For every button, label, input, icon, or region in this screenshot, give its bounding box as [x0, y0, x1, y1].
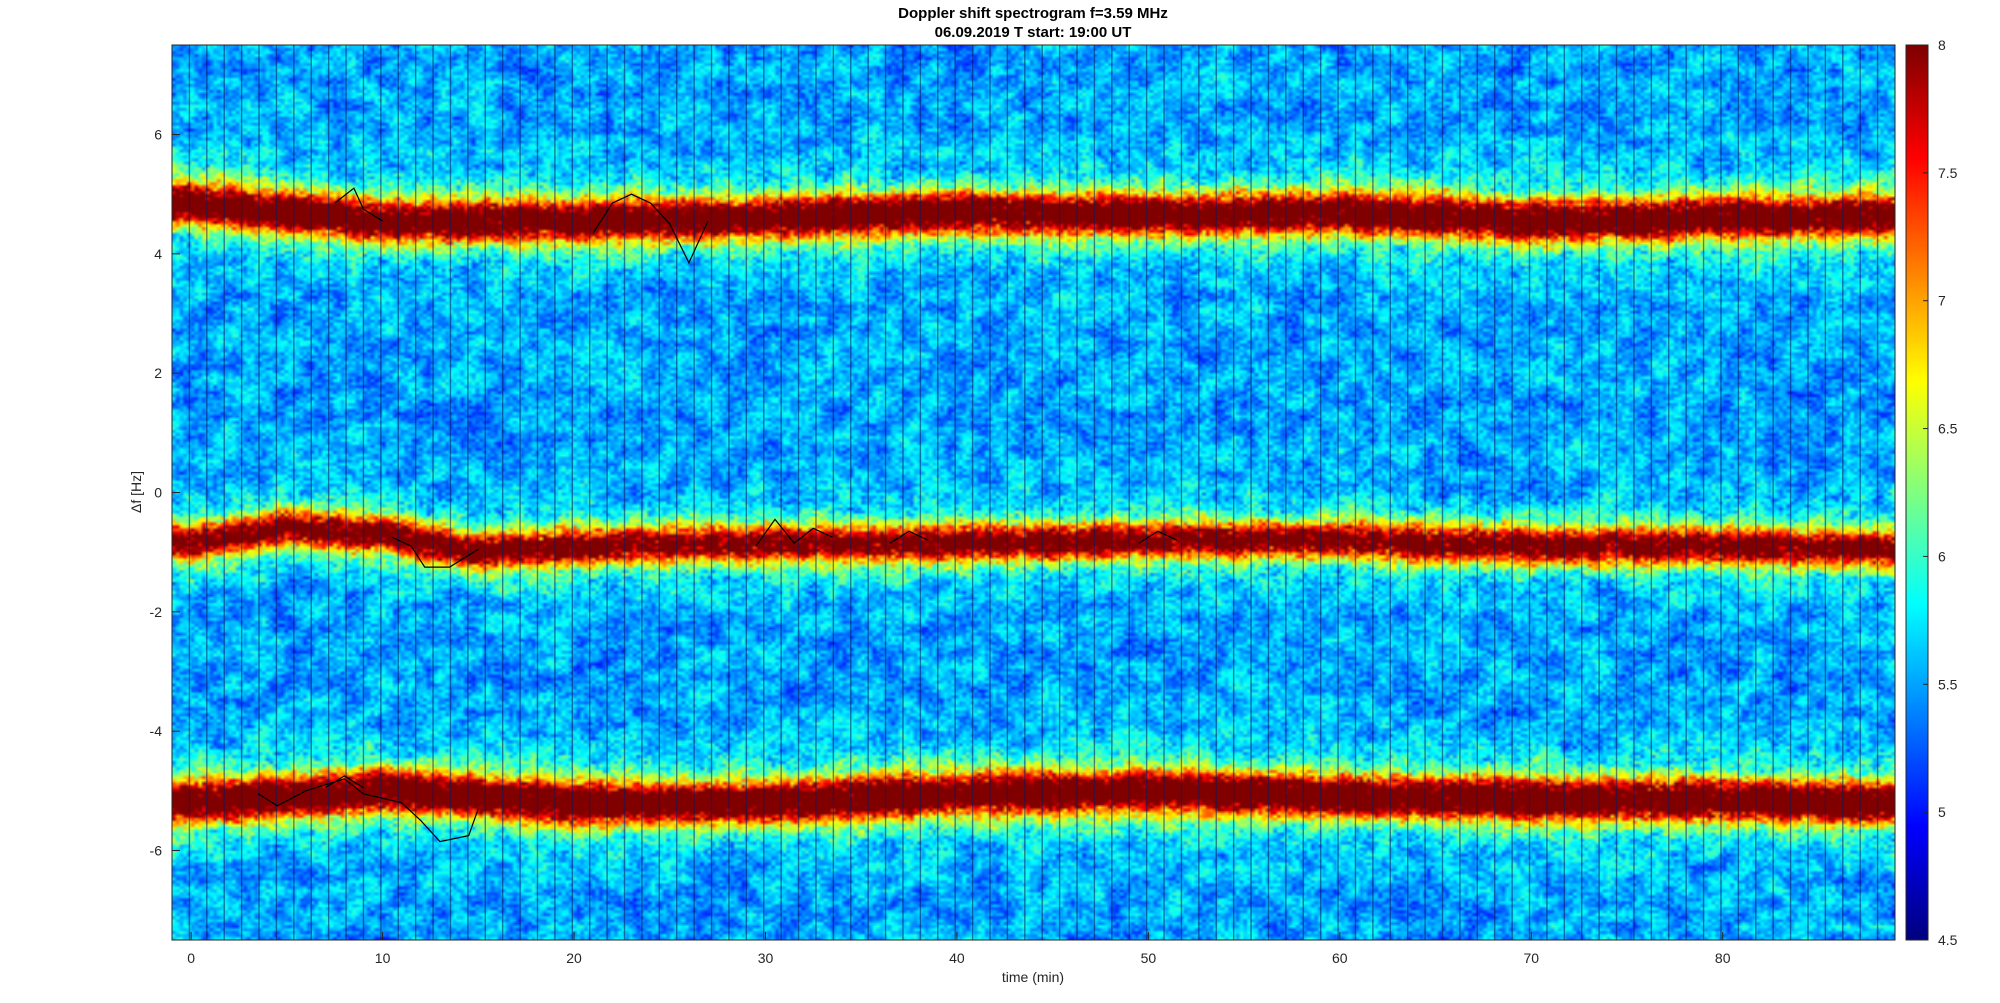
doppler-trace — [592, 193, 709, 265]
doppler-trace — [1138, 530, 1178, 544]
x-tick-label: 60 — [1332, 950, 1348, 966]
doppler-trace — [324, 775, 364, 789]
colorbar-frame — [1905, 44, 1929, 941]
x-tick-label: 80 — [1715, 950, 1731, 966]
chart-subtitle: 06.09.2019 T start: 19:00 UT — [935, 24, 1132, 41]
y-axis-label: Δf [Hz] — [128, 471, 144, 513]
doppler-trace — [257, 778, 479, 843]
colorbar: 4.5 5 5.5 6 6.5 7 7.5 8 — [1905, 37, 1958, 948]
y-tick-label: -4 — [150, 723, 163, 739]
x-tick-label: 0 — [187, 950, 195, 966]
x-tick-label: 50 — [1141, 950, 1157, 966]
y-tick-label: -6 — [150, 843, 163, 859]
x-axis: 0 10 20 30 40 50 60 70 80 — [187, 932, 1731, 966]
doppler-trace — [889, 530, 929, 544]
doppler-trace-lines — [257, 187, 1178, 843]
y-tick-label: 6 — [154, 127, 162, 143]
y-tick-label: -2 — [150, 604, 163, 620]
doppler-trace — [334, 187, 383, 222]
colorbar-tick-label: 4.5 — [1938, 932, 1958, 948]
y-tick-label: 0 — [154, 485, 162, 501]
x-tick-label: 40 — [949, 950, 965, 966]
colorbar-gradient — [1906, 45, 1928, 940]
scan-boundary-lines — [188, 45, 1879, 940]
y-axis: -6 -4 -2 0 2 4 6 — [150, 127, 180, 859]
colorbar-tick-label: 5 — [1938, 804, 1946, 820]
x-tick-label: 10 — [375, 950, 391, 966]
doppler-trace — [755, 518, 833, 547]
colorbar-tick-label: 8 — [1938, 37, 1946, 53]
spectrogram-heatmap — [172, 45, 1895, 940]
plot-area — [171, 44, 1896, 941]
colorbar-tick-label: 6 — [1938, 548, 1946, 564]
colorbar-tick-label: 5.5 — [1938, 676, 1958, 692]
colorbar-tick-label: 6.5 — [1938, 421, 1958, 437]
colorbar-tick-label: 7 — [1938, 293, 1946, 309]
y-tick-label: 2 — [154, 365, 162, 381]
chart-title: Doppler shift spectrogram f=3.59 MHz — [898, 5, 1168, 22]
x-axis-label: time (min) — [1002, 969, 1064, 985]
x-tick-label: 70 — [1523, 950, 1539, 966]
colorbar-ticks: 4.5 5 5.5 6 6.5 7 7.5 8 — [1923, 37, 1958, 948]
doppler-trace — [391, 536, 479, 568]
y-tick-label: 4 — [154, 246, 162, 262]
x-tick-label: 20 — [566, 950, 582, 966]
x-tick-label: 30 — [758, 950, 774, 966]
colorbar-tick-label: 7.5 — [1938, 165, 1958, 181]
